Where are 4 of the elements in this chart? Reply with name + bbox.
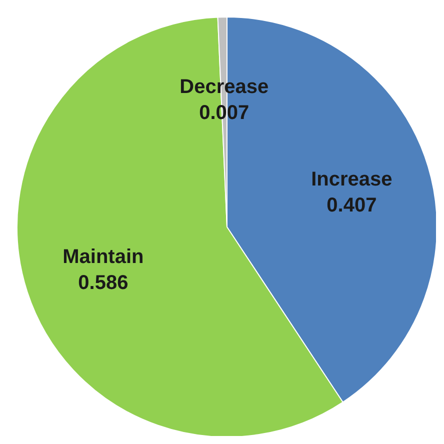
data-label: 0.407 <box>326 194 377 216</box>
data-label: 0.586 <box>78 272 128 294</box>
slice-label: Increase <box>311 168 392 190</box>
slice-label: Maintain <box>62 246 144 268</box>
